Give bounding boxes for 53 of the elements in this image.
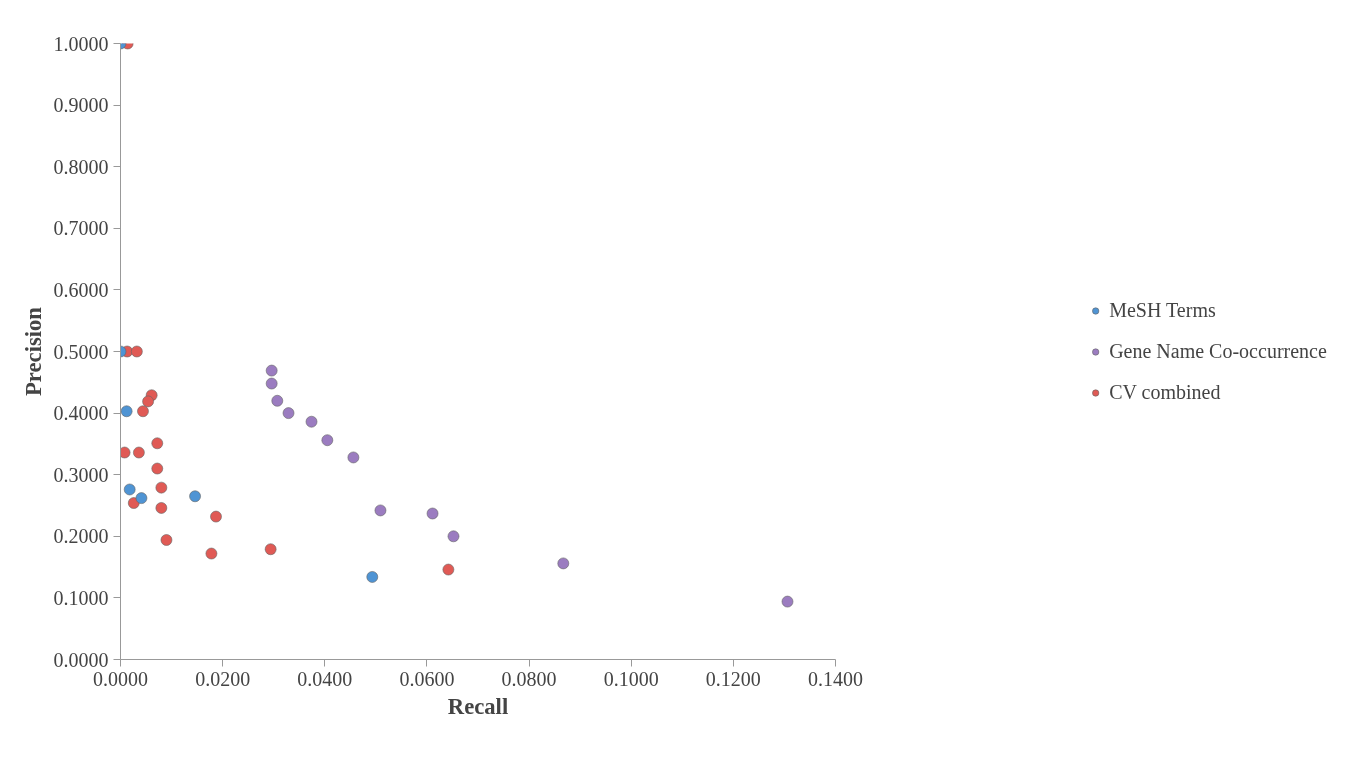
point	[132, 446, 145, 459]
point	[347, 451, 360, 464]
point	[781, 595, 794, 608]
y-tick-label: 0.9000	[53, 94, 109, 117]
x-tick-label: 0.0800	[501, 667, 557, 690]
point	[265, 364, 278, 377]
y-tick-label: 0.3000	[53, 463, 109, 486]
y-tick-label: 0.1000	[53, 586, 109, 609]
y-tick-label: 0.5000	[53, 340, 109, 363]
point	[189, 490, 202, 503]
point	[155, 501, 168, 514]
point	[205, 547, 218, 560]
y-tick-label: 0.7000	[53, 217, 109, 240]
y-tick-label: 0.4000	[53, 402, 109, 425]
legend-label: CV combined	[1109, 380, 1221, 404]
point	[135, 492, 148, 505]
point	[151, 437, 164, 450]
point	[366, 570, 379, 583]
point	[130, 345, 143, 358]
point	[271, 394, 284, 407]
x-tick-label: 0.0600	[399, 667, 455, 690]
point	[442, 563, 455, 576]
point	[120, 405, 133, 418]
y-tick-label: 0.2000	[53, 525, 109, 548]
legend-label: Gene Name Co-occurrence	[1109, 339, 1327, 363]
x-tick-label: 0.1400	[808, 667, 863, 690]
point	[136, 405, 149, 418]
y-axis-title: Precision	[20, 306, 46, 396]
point	[264, 543, 277, 556]
y-tick-label: 1.0000	[53, 32, 109, 55]
point	[305, 415, 318, 428]
legend-label: MeSH Terms	[1109, 298, 1216, 322]
point	[374, 504, 387, 517]
x-axis-title: Recall	[447, 693, 509, 719]
point	[426, 507, 439, 520]
point	[321, 434, 334, 447]
point	[265, 377, 278, 390]
point	[210, 510, 222, 523]
x-tick-label: 0.1000	[603, 667, 659, 690]
point	[447, 530, 460, 543]
point	[151, 462, 164, 475]
point	[155, 481, 168, 494]
x-tick-label: 0.0200	[195, 667, 251, 690]
point	[160, 534, 173, 546]
point	[120, 446, 131, 459]
x-tick-label: 0.0400	[297, 667, 353, 690]
point	[123, 483, 136, 496]
y-tick-label: 0.6000	[53, 278, 109, 301]
y-tick-label: 0.8000	[53, 155, 109, 178]
point	[557, 557, 570, 570]
point	[282, 407, 295, 420]
x-tick-label: 0.1200	[705, 667, 761, 690]
point	[142, 395, 155, 408]
